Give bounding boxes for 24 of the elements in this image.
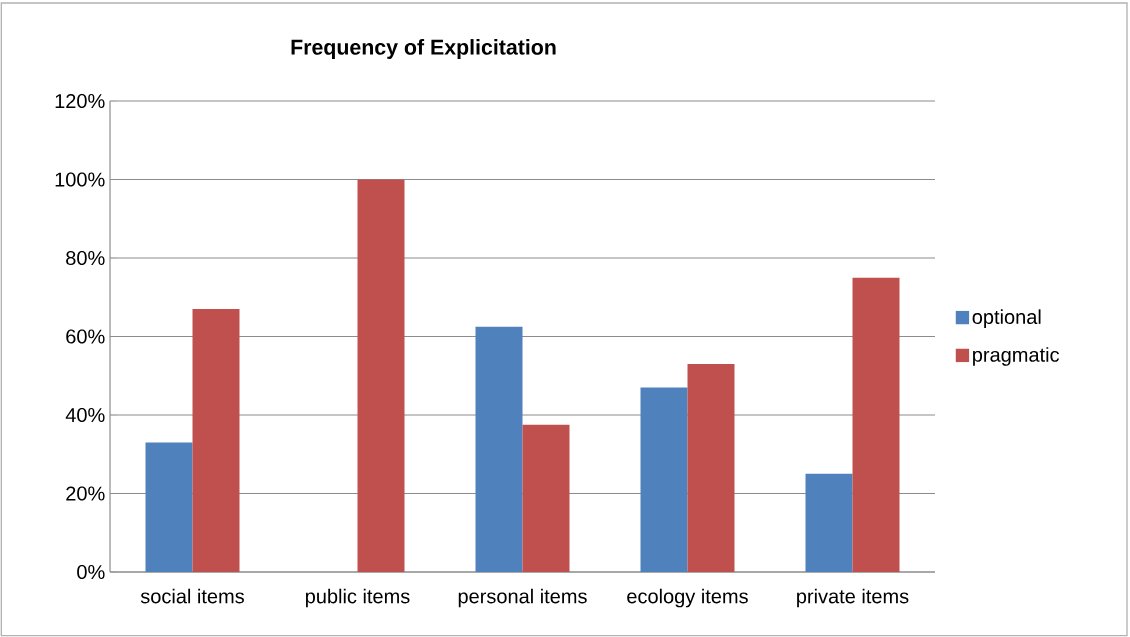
x-tick-label: personal items — [458, 588, 587, 608]
y-tick-label: 80% — [66, 250, 105, 266]
y-tick-label: 40% — [65, 407, 105, 423]
y-tick-label: 100% — [55, 172, 105, 187]
bar — [687, 363, 735, 572]
x-tick-label: ecology items — [627, 588, 748, 608]
y-tick-label: 0% — [77, 564, 105, 580]
bar — [522, 424, 570, 572]
bar — [192, 309, 240, 572]
legend-label: optional — [972, 309, 1041, 328]
bar — [852, 277, 900, 572]
bar — [805, 473, 853, 572]
chart-title: Frequency of Explicitation — [291, 39, 556, 59]
x-tick-label: social items — [140, 588, 244, 604]
legend-label: pragmatic — [973, 347, 1060, 366]
bar — [640, 387, 688, 572]
y-tick-label: 20% — [66, 486, 105, 501]
x-tick-label: private items — [797, 588, 909, 608]
x-tick-label: public items — [306, 588, 410, 608]
y-tick-label: 60% — [66, 329, 105, 344]
bar — [475, 326, 523, 572]
y-tick-label: 120% — [55, 93, 105, 109]
bar — [145, 442, 193, 572]
bar — [357, 179, 405, 572]
